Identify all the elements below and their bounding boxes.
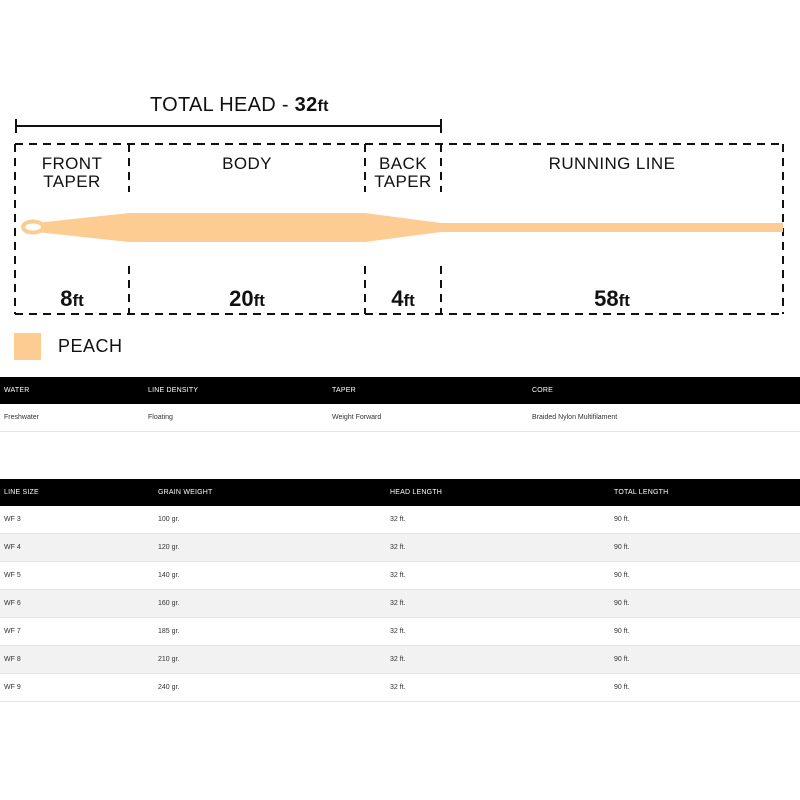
cell-line-size: WF 4	[0, 533, 154, 562]
cell-line-size: WF 7	[0, 617, 154, 646]
cell-line-size: WF 3	[0, 506, 154, 534]
segment-length-front-taper: 8ft	[60, 286, 84, 311]
segment-label-running-line: RUNNING LINE	[548, 154, 676, 173]
header-line-size: LINE SIZE	[0, 479, 154, 506]
header-line-density: LINE DENSITY	[144, 377, 328, 404]
cell-taper: Weight Forward	[328, 404, 528, 432]
cell-core: Braided Nylon Multifilament	[528, 404, 800, 432]
specs-table: WATER LINE DENSITY TAPER CORE Freshwater…	[0, 377, 800, 432]
header-core: CORE	[528, 377, 800, 404]
taper-diagram	[14, 119, 784, 315]
cell-grain-weight: 100 gr.	[154, 506, 386, 534]
header-taper: TAPER	[328, 377, 528, 404]
cell-grain-weight: 140 gr.	[154, 561, 386, 590]
cell-head-length: 32 ft.	[386, 645, 610, 674]
cell-line-size: WF 9	[0, 673, 154, 702]
segment-label-back-taper: BACK TAPER	[374, 154, 432, 191]
header-water: WATER	[0, 377, 144, 404]
segment-label-front-taper: FRONT TAPER	[41, 154, 103, 191]
header-head-length: HEAD LENGTH	[386, 479, 610, 506]
header-total-length: TOTAL LENGTH	[610, 479, 800, 506]
cell-grain-weight: 185 gr.	[154, 617, 386, 646]
table-row: WF 8 210 gr. 32 ft. 90 ft.	[0, 645, 800, 674]
table-row: WF 4 120 gr. 32 ft. 90 ft.	[0, 533, 800, 562]
segment-dashed-frame	[14, 143, 784, 315]
segment-length-back-taper: 4ft	[391, 286, 415, 311]
cell-total-length: 90 ft.	[610, 506, 800, 534]
sizes-header-row: LINE SIZE GRAIN WEIGHT HEAD LENGTH TOTAL…	[0, 479, 800, 506]
cell-grain-weight: 240 gr.	[154, 673, 386, 702]
sizes-table: LINE SIZE GRAIN WEIGHT HEAD LENGTH TOTAL…	[0, 479, 800, 702]
cell-head-length: 32 ft.	[386, 506, 610, 534]
cell-grain-weight: 120 gr.	[154, 533, 386, 562]
table-row: WF 9 240 gr. 32 ft. 90 ft.	[0, 673, 800, 702]
segment-length-body: 20ft	[229, 286, 265, 311]
total-head-bracket	[15, 119, 442, 133]
fly-line-taper-shape	[36, 213, 783, 242]
segment-label-body: BODY	[222, 154, 272, 173]
cell-line-density: Floating	[144, 404, 328, 432]
color-swatch	[14, 333, 41, 360]
cell-total-length: 90 ft.	[610, 561, 800, 590]
table-row: Freshwater Floating Weight Forward Braid…	[0, 404, 800, 432]
cell-total-length: 90 ft.	[610, 673, 800, 702]
cell-grain-weight: 160 gr.	[154, 589, 386, 618]
cell-head-length: 32 ft.	[386, 589, 610, 618]
cell-total-length: 90 ft.	[610, 617, 800, 646]
table-row: WF 6 160 gr. 32 ft. 90 ft.	[0, 589, 800, 618]
cell-head-length: 32 ft.	[386, 533, 610, 562]
cell-total-length: 90 ft.	[610, 589, 800, 618]
color-name-label: PEACH	[58, 336, 123, 356]
fly-line-profile	[21, 213, 783, 242]
cell-line-size: WF 6	[0, 589, 154, 618]
welded-loop-icon	[21, 219, 45, 235]
cell-grain-weight: 210 gr.	[154, 645, 386, 674]
table-row: WF 7 185 gr. 32 ft. 90 ft.	[0, 617, 800, 646]
cell-head-length: 32 ft.	[386, 561, 610, 590]
cell-total-length: 90 ft.	[610, 533, 800, 562]
total-head-label: TOTAL HEAD - 32ft	[150, 94, 329, 116]
cell-head-length: 32 ft.	[386, 673, 610, 702]
cell-line-size: WF 5	[0, 561, 154, 590]
header-grain-weight: GRAIN WEIGHT	[154, 479, 386, 506]
cell-head-length: 32 ft.	[386, 617, 610, 646]
cell-water: Freshwater	[0, 404, 144, 432]
cell-total-length: 90 ft.	[610, 645, 800, 674]
segment-length-running-line: 58ft	[594, 286, 630, 311]
cell-line-size: WF 8	[0, 645, 154, 674]
table-row: WF 5 140 gr. 32 ft. 90 ft.	[0, 561, 800, 590]
specs-header-row: WATER LINE DENSITY TAPER CORE	[0, 377, 800, 404]
table-row: WF 3 100 gr. 32 ft. 90 ft.	[0, 506, 800, 534]
